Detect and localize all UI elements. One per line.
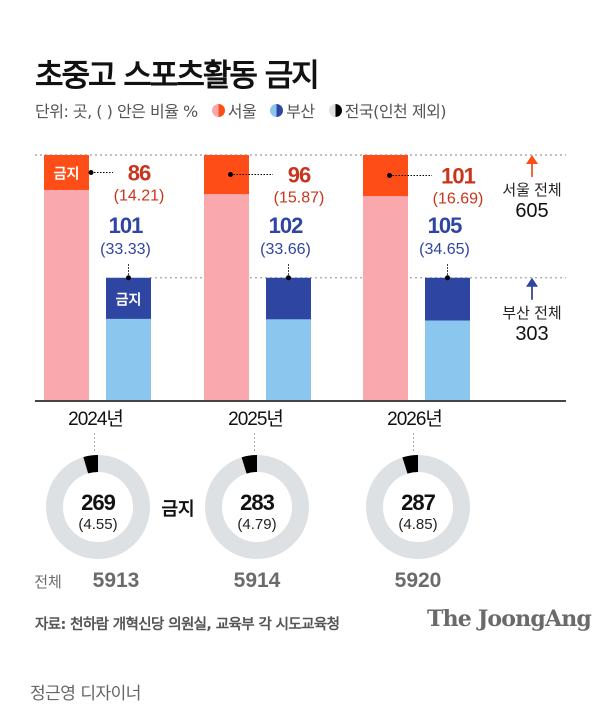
- seoul-banned-value: 86: [128, 160, 151, 185]
- busan-banned-ratio: (33.33): [100, 241, 151, 258]
- busan-total-value: 303: [515, 323, 548, 345]
- legend: 단위: 곳, ( ) 안은 비율 % 서울 부산 전국(인천 제외): [35, 98, 447, 122]
- bar-seoul-total: [44, 155, 89, 401]
- seoul-banned-ratio: (15.87): [274, 190, 325, 207]
- donut-total-value: 5914: [234, 569, 281, 592]
- donut-total-value: 5920: [395, 569, 442, 592]
- legend-label-seoul: 서울: [227, 102, 257, 121]
- legend-item-busan: 부산: [270, 98, 315, 122]
- donut-slice-banned: [402, 455, 418, 474]
- legend-swatch-seoul: [211, 103, 225, 117]
- donut-total-value: 5913: [93, 569, 140, 592]
- bar-seoul-banned: [204, 155, 249, 195]
- donut-total-prefix: 전체: [34, 574, 62, 591]
- busan-banned-ratio: (34.65): [419, 241, 470, 258]
- brand-logo: The JoongAng: [427, 606, 592, 632]
- seoul-banned-ratio: (16.69): [433, 191, 484, 208]
- donut-slice-banned: [83, 455, 98, 474]
- legend-swatch-busan: [270, 103, 284, 117]
- bar-seoul-total: [204, 155, 249, 401]
- bar-busan-banned: [425, 277, 470, 321]
- legend-label-national: 전국(인천 제외): [344, 102, 447, 121]
- busan-banned-value: 105: [428, 213, 462, 238]
- designer-credit: 정근영 디자이너: [30, 684, 141, 704]
- seoul-bar-inner-label: 금지: [54, 165, 80, 181]
- busan-bar-inner-label: 금지: [116, 291, 142, 307]
- seoul-banned-value: 101: [441, 164, 475, 189]
- bar-busan-banned: [106, 277, 151, 319]
- seoul-total-label: 서울 전체: [502, 182, 561, 199]
- donut-banned-value: 287: [401, 490, 435, 515]
- donut-banned-ratio: (4.55): [78, 516, 117, 533]
- donut-banned-value: 283: [240, 490, 274, 515]
- busan-banned-ratio: (33.66): [260, 241, 311, 258]
- chart-title: 초중고 스포츠활동 금지: [35, 58, 320, 94]
- x-tick-label: 2026년: [387, 408, 442, 430]
- busan-banned-value: 101: [109, 213, 143, 238]
- seoul-banned-ratio: (14.21): [114, 187, 165, 204]
- legend-item-national: 전국(인천 제외): [328, 98, 447, 122]
- bar-seoul-banned: [44, 155, 89, 190]
- donut-slice-banned: [241, 455, 257, 474]
- seoul-total-arrow-head: [526, 155, 538, 164]
- busan-total-label: 부산 전체: [502, 305, 561, 322]
- seoul-total-value: 605: [515, 200, 548, 222]
- legend-unit: 단위: 곳, ( ) 안은 비율 %: [35, 102, 198, 121]
- bar-seoul-banned: [363, 155, 408, 197]
- busan-banned-value: 102: [269, 213, 303, 238]
- donut-banned-ratio: (4.85): [398, 516, 437, 533]
- donut-center-legend-label: 금지: [161, 499, 194, 519]
- donut-banned-value: 269: [81, 490, 115, 515]
- x-tick-label: 2024년: [68, 408, 123, 430]
- legend-label-busan: 부산: [286, 102, 315, 121]
- busan-total-arrow-head: [526, 277, 538, 287]
- legend-item-seoul: 서울: [211, 98, 257, 122]
- seoul-banned-value: 96: [288, 163, 311, 188]
- legend-swatch-national: [328, 103, 342, 117]
- donut-banned-ratio: (4.79): [237, 516, 276, 533]
- bar-busan-banned: [266, 277, 311, 320]
- source-note: 자료: 천하람 개혁신당 의원실, 교육부 각 시도교육청: [35, 617, 340, 633]
- x-tick-label: 2025년: [228, 408, 283, 430]
- bar-and-donut-chart: 86(14.21)101(33.33)금지금지2024년96(15.87)102…: [34, 154, 566, 592]
